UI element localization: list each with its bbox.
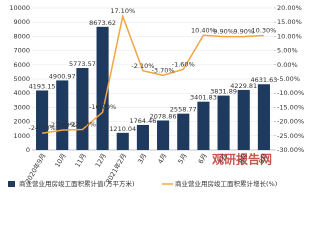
bar-label: 3831.89 [210,88,237,96]
y2-tick-label: 20.00% [277,4,302,12]
bar [157,120,170,150]
y-tick-label: 1000 [13,132,30,140]
line-label: -16.70% [89,103,116,111]
bar-label: 4631.63 [250,76,277,84]
y-tick-label: 5000 [13,75,30,83]
y2-tick-label: -30.00% [277,146,304,154]
line-label: -2.10% [131,62,154,70]
y-tick-label: 4000 [13,89,30,97]
legend-swatch [8,181,15,187]
y2-tick-label: -5.00% [277,75,300,83]
y-tick-label: 9000 [13,18,30,26]
bar-label: 3401.83 [190,94,217,102]
bar-label: 4193.15 [29,82,56,90]
y2-tick-label: -20.00% [277,118,304,126]
y2-tick-label: 5.00% [277,47,298,55]
bar [56,80,69,150]
bar [177,113,190,150]
y-tick-label: 10000 [9,4,30,12]
bar-label: 8673.62 [89,19,116,27]
line-label: -22.80% [69,121,96,129]
chart: 观研报告网 0 1000 2000 3000 4000 5000 6000 7000 8000 9… [8,4,305,188]
bar-label: 1210.04 [109,125,136,133]
y-tick-label: 3000 [13,103,30,111]
bar-label: 4229.81 [230,82,257,90]
y-tick-label: 0 [26,146,30,154]
y2-tick-label: 0.00% [277,61,298,69]
y2-tick-label: -15.00% [277,103,304,111]
y-tick-label: 8000 [13,32,30,40]
bar [237,89,250,150]
bar [257,84,270,150]
y2-tick-label: 15.00% [277,18,302,26]
y2-tick-label: -10.00% [277,89,304,97]
bar [36,90,49,150]
line-label: 9.90% [213,28,234,36]
y-tick-label: 6000 [13,61,30,69]
line [41,13,264,134]
line-label: -23.00% [49,121,76,129]
line-label: 10.40% [191,26,216,34]
legend-label: 商业营业用房竣工面积累计值(万平方米) [19,179,135,188]
bar-label: 4900.97 [49,72,76,80]
line-label: 9.90% [233,28,254,36]
bar [76,68,89,150]
bar-label: 1764.46 [129,117,156,125]
bar [217,95,230,150]
line-label: -24.10% [29,124,56,132]
bar [136,124,149,150]
bar [116,132,129,150]
bar-label: 5773.57 [69,60,96,68]
watermark: 观研报告网 [212,152,272,167]
line-label: -1.60% [172,60,195,68]
bar [96,26,109,151]
y-tick-label: 7000 [13,47,30,55]
y2-tick-label: 10.00% [277,32,302,40]
y-tick-label: 2000 [13,118,30,126]
line-label: -3.70% [152,66,175,74]
legend-label: 商业营业用房竣工面积累计增长(%) [175,179,277,188]
bar [197,101,210,150]
bar-label: 2078.86 [150,112,177,120]
line-label: 17.10% [110,7,135,15]
line-label: 10.30% [252,27,277,35]
y2-tick-label: -25.00% [277,132,304,140]
bar-label: 2558.77 [170,106,197,114]
